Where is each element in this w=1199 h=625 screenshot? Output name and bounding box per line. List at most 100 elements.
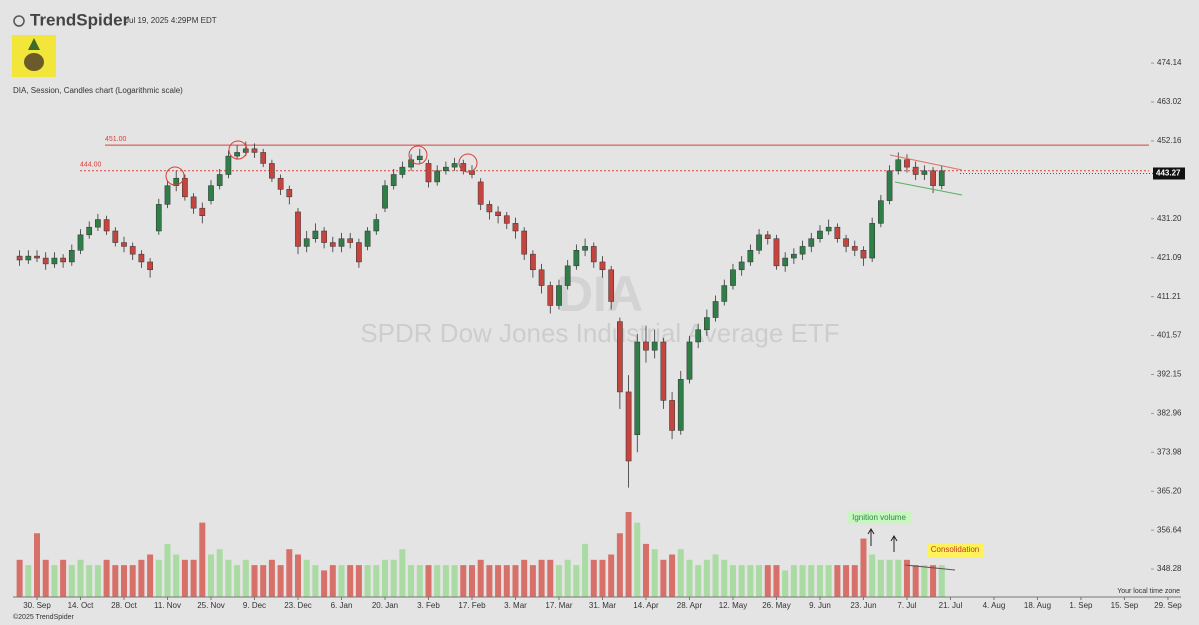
candle-body bbox=[747, 250, 754, 263]
volume-bar bbox=[895, 559, 902, 597]
volume-bar bbox=[903, 559, 910, 597]
volume-bar bbox=[843, 565, 850, 597]
candle-body bbox=[269, 163, 275, 179]
last-price-box bbox=[1153, 167, 1185, 180]
volume-bar bbox=[408, 565, 415, 597]
candle-body bbox=[521, 230, 528, 255]
volume-bar bbox=[555, 565, 562, 597]
logo bbox=[13, 15, 25, 27]
x-tick-label: 17. Feb bbox=[458, 601, 486, 610]
candle-body bbox=[625, 391, 632, 462]
candle-body bbox=[660, 341, 667, 401]
candle-body bbox=[260, 152, 267, 164]
y-tick-label: 452.16 bbox=[1157, 136, 1182, 145]
timestamp: Jul 19, 2025 4:29PM EDT bbox=[125, 16, 217, 25]
volume-trend bbox=[904, 564, 956, 571]
volume-bar bbox=[625, 512, 632, 597]
volume-bar bbox=[825, 565, 832, 597]
x-tick-label: 14. Oct bbox=[68, 601, 95, 610]
volume-bar bbox=[68, 565, 75, 597]
volume-bar bbox=[225, 559, 232, 597]
volume-bar bbox=[425, 565, 432, 597]
y-tick-label: 382.96 bbox=[1157, 408, 1182, 417]
avatar-leaf bbox=[28, 38, 40, 50]
volume-bar bbox=[738, 565, 745, 597]
candle-body bbox=[704, 317, 710, 330]
candle-body bbox=[512, 223, 519, 232]
candle-body bbox=[399, 166, 406, 175]
volume-bar bbox=[347, 565, 354, 597]
y-tick-label: 474.14 bbox=[1157, 58, 1182, 67]
candle-body bbox=[904, 159, 910, 168]
volume-bar bbox=[338, 565, 345, 597]
volume-bar bbox=[564, 559, 571, 597]
volume-bar bbox=[608, 554, 615, 597]
candle-body bbox=[582, 246, 588, 251]
y-tick-label: 365.20 bbox=[1157, 486, 1182, 495]
candle-body bbox=[347, 238, 354, 243]
volume-bar bbox=[486, 565, 493, 597]
volume-bar bbox=[582, 543, 589, 597]
annotation: Consolidation bbox=[931, 545, 979, 554]
candle-body bbox=[364, 230, 371, 247]
candle-body bbox=[695, 329, 702, 343]
volume-bar bbox=[477, 559, 484, 597]
arrows bbox=[867, 528, 898, 552]
candle-body bbox=[425, 163, 432, 183]
candle-body bbox=[869, 223, 876, 259]
y-tick-label: 421.09 bbox=[1157, 253, 1182, 262]
candle-body bbox=[95, 219, 101, 228]
volume-bar bbox=[634, 522, 641, 597]
x-tick-label: 23. Jun bbox=[850, 601, 876, 610]
candle-body bbox=[851, 246, 858, 251]
candle-body bbox=[173, 177, 180, 186]
candle-body bbox=[251, 148, 258, 153]
candle-body bbox=[242, 148, 249, 153]
candle-body bbox=[182, 177, 188, 198]
volume-bar bbox=[121, 565, 128, 597]
volume-bar bbox=[938, 565, 945, 597]
price-line-label: 444.00 bbox=[80, 162, 102, 169]
timezone-note: Your local time zone bbox=[1117, 588, 1180, 595]
volume-bar bbox=[399, 549, 406, 597]
volume-bar bbox=[129, 565, 136, 597]
candle-body bbox=[42, 257, 49, 265]
brand: TrendSpider bbox=[30, 10, 130, 29]
candle-body bbox=[860, 250, 867, 259]
x-tick-label: 30. Sep bbox=[23, 601, 51, 610]
candle-body bbox=[938, 170, 945, 186]
volume-bar bbox=[25, 565, 32, 597]
volume-bar bbox=[16, 559, 23, 597]
candle-body bbox=[712, 301, 719, 318]
candle-body bbox=[216, 174, 223, 186]
volume-bar bbox=[381, 559, 388, 597]
volume-bar bbox=[94, 565, 101, 597]
volume-bar bbox=[503, 565, 510, 597]
volume-bar bbox=[669, 554, 676, 597]
volume-bar bbox=[286, 549, 293, 597]
volume-bar bbox=[712, 554, 719, 597]
candle-body bbox=[825, 226, 832, 232]
candle-body bbox=[277, 177, 284, 190]
volume-bar bbox=[721, 559, 728, 597]
ignition-box bbox=[848, 511, 911, 524]
volume-bar bbox=[268, 559, 275, 597]
volume-bar bbox=[442, 565, 449, 597]
candle-body bbox=[730, 269, 736, 286]
candle-body bbox=[590, 246, 597, 263]
x-tick-label: 1. Sep bbox=[1069, 601, 1093, 610]
candle-body bbox=[573, 250, 580, 267]
y-tick-label: 348.28 bbox=[1157, 564, 1182, 573]
volume-bar bbox=[651, 549, 658, 597]
candle-body bbox=[112, 230, 119, 243]
candle-body bbox=[373, 219, 380, 232]
volume-bar bbox=[686, 559, 693, 597]
volume-bar bbox=[42, 559, 49, 597]
volume-bar bbox=[756, 565, 763, 597]
logo-icon bbox=[13, 15, 25, 27]
candle-body bbox=[495, 211, 501, 216]
candle-body bbox=[303, 238, 310, 247]
candle-body bbox=[443, 166, 449, 172]
candle-body bbox=[16, 255, 23, 261]
top-circle bbox=[408, 145, 428, 165]
